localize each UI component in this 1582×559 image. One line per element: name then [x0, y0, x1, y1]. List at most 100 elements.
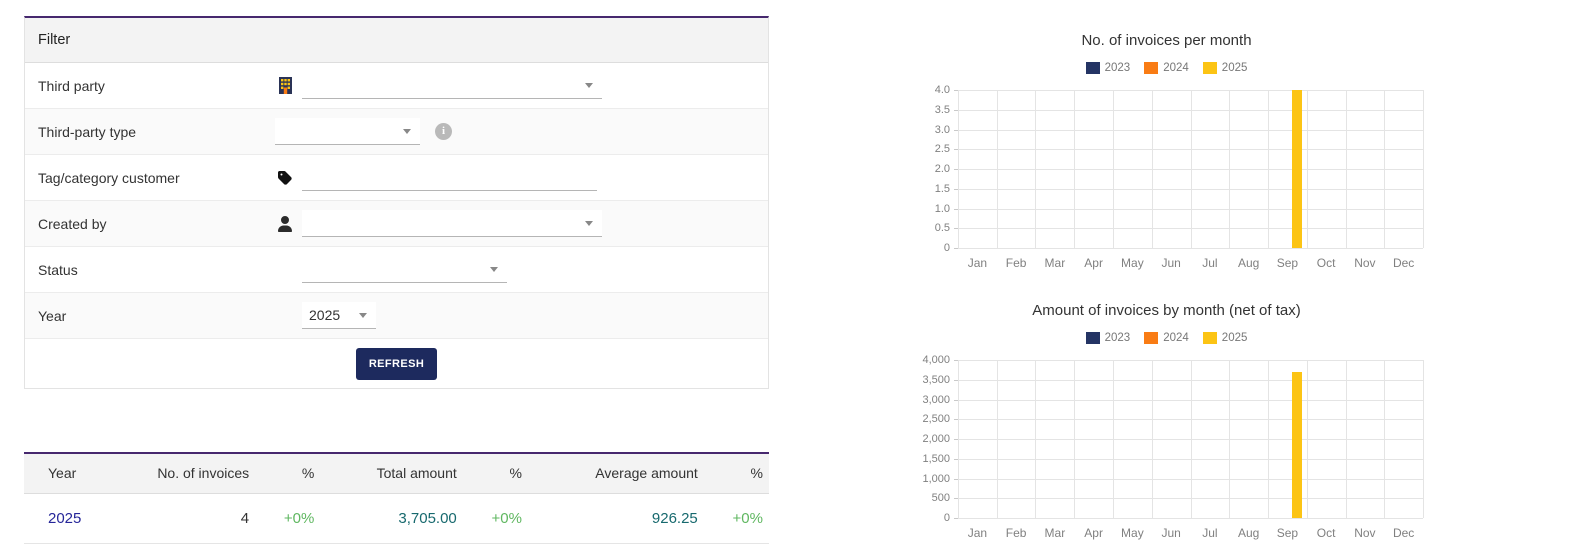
- legend-item-2025[interactable]: 2025: [1202, 332, 1247, 344]
- y-tick-label: 2,000: [922, 433, 950, 445]
- legend-item-2024[interactable]: 2024: [1144, 332, 1189, 344]
- header-total-pct: %: [462, 454, 528, 494]
- filter-panel-title: Filter: [25, 18, 768, 63]
- legend-item-2024[interactable]: 2024: [1144, 62, 1189, 74]
- chevron-down-icon: [490, 267, 498, 272]
- bar-2025-sep: [1292, 90, 1303, 248]
- gridline: [1267, 360, 1269, 518]
- chevron-down-icon: [585, 221, 593, 226]
- x-tick-label: Nov: [1354, 256, 1376, 270]
- y-tick-label: 2,500: [922, 413, 950, 426]
- axis-tick: [954, 419, 958, 421]
- gridline: [1306, 90, 1308, 248]
- axis-tick: [954, 90, 958, 91]
- chart-x-axis-labels: Jan Feb Mar Apr May Jun Jul Aug Sep Oct Nov Dec: [958, 256, 1423, 270]
- gridline: [1151, 360, 1153, 518]
- x-tick-label: Sep: [1276, 526, 1299, 540]
- axis-tick: [954, 478, 958, 480]
- legend-item-2025[interactable]: 2025: [1202, 62, 1248, 74]
- created-by-select[interactable]: [302, 210, 602, 237]
- y-tick-label: 3.5: [934, 103, 950, 116]
- x-tick-label: Dec: [1392, 526, 1415, 540]
- third-party-label: Third party: [38, 77, 105, 94]
- legend-swatch-icon: [1085, 62, 1100, 74]
- gridline: [1035, 360, 1037, 518]
- y-tick-label: 1,000: [922, 472, 950, 485]
- third-party-select[interactable]: [302, 72, 602, 99]
- header-avg-pct: %: [703, 454, 769, 494]
- gridline: [1190, 360, 1192, 518]
- x-tick-label: May: [1121, 526, 1144, 540]
- gridline: [1151, 90, 1153, 248]
- building-icon: [275, 77, 295, 94]
- gridline: [958, 90, 959, 248]
- axis-tick: [954, 458, 958, 460]
- y-tick-label: 1,500: [922, 452, 950, 465]
- chart-invoices-per-month: No. of invoices per month 2023 2024 2025 4…: [910, 30, 1424, 270]
- year-select[interactable]: 2025: [302, 302, 376, 329]
- x-tick-label: Feb: [1005, 256, 1027, 270]
- y-tick-label: 4,000: [922, 354, 950, 366]
- gridline: [1345, 360, 1347, 518]
- header-average-amount: Average amount: [527, 454, 704, 494]
- table-row: 2025 4 +0% 3,705.00 +0% 926.25 +0%: [24, 493, 769, 544]
- gridline: [996, 90, 998, 248]
- third-party-type-select[interactable]: [275, 118, 420, 145]
- gridline: [996, 360, 998, 518]
- header-year: Year: [24, 454, 100, 494]
- x-tick-label: Feb: [1005, 526, 1027, 540]
- chart-x-axis-labels: Jan Feb Mar Apr May Jun Jul Aug Sep Oct Nov Dec: [958, 526, 1423, 540]
- axis-tick: [954, 498, 958, 500]
- axis-tick: [954, 188, 958, 190]
- chart-legend: 2023 2024 2025: [910, 330, 1423, 346]
- x-tick-label: Nov: [1354, 526, 1376, 540]
- year-label: Year: [38, 307, 67, 324]
- tag-category-label: Tag/category customer: [38, 169, 180, 186]
- x-tick-label: Apr: [1084, 256, 1103, 270]
- filter-row-tag-category: Tag/category customer: [25, 155, 768, 201]
- axis-tick: [954, 439, 958, 440]
- total-amount-value: 3,705.00: [320, 493, 463, 544]
- gridline: [1035, 90, 1037, 248]
- x-tick-label: Sep: [1276, 256, 1299, 270]
- status-select[interactable]: [302, 256, 507, 283]
- gridline: [958, 248, 1423, 249]
- axis-tick: [954, 208, 958, 210]
- gridline: [1190, 90, 1192, 248]
- gridline: [1229, 90, 1231, 248]
- gridline: [1112, 360, 1114, 518]
- x-tick-label: Jun: [1161, 526, 1181, 540]
- average-amount-value: 926.25: [527, 493, 704, 544]
- status-label: Status: [38, 261, 78, 278]
- yearly-summary-table: Year No. of invoices % Total amount % Av…: [24, 452, 769, 544]
- legend-label: 2024: [1163, 332, 1189, 344]
- legend-swatch-icon: [1202, 332, 1217, 344]
- y-tick-label: 0: [943, 242, 950, 254]
- chart-plot-area: 4.0 3.5 3.0 2.5 2.0 1.5 1.0 0.5 0: [935, 84, 1424, 254]
- year-2025-link[interactable]: 2025: [48, 509, 82, 527]
- x-tick-label: Mar: [1044, 526, 1066, 540]
- y-tick-label: 3.0: [934, 123, 950, 136]
- tag-category-input[interactable]: [302, 165, 597, 191]
- legend-item-2023[interactable]: 2023: [1085, 62, 1130, 74]
- legend-swatch-icon: [1144, 62, 1159, 74]
- y-tick-label: 500: [931, 492, 950, 505]
- info-icon[interactable]: i: [435, 123, 452, 140]
- legend-label: 2024: [1163, 62, 1189, 74]
- third-party-type-label: Third-party type: [38, 123, 137, 140]
- header-total-amount: Total amount: [320, 454, 463, 494]
- gridline: [1074, 360, 1076, 518]
- chart-amount-by-month: Amount of invoices by month (net of tax)…: [910, 300, 1424, 540]
- x-tick-label: Jul: [1202, 526, 1218, 540]
- y-tick-label: 2.5: [934, 143, 950, 156]
- x-tick-label: Oct: [1316, 526, 1336, 540]
- y-tick-label: 4.0: [934, 84, 950, 96]
- legend-label: 2025: [1221, 62, 1248, 74]
- refresh-button[interactable]: REFRESH: [355, 347, 438, 380]
- num-pct-value: +0%: [255, 493, 321, 544]
- legend-item-2023[interactable]: 2023: [1085, 332, 1130, 344]
- gridline: [1074, 90, 1076, 248]
- x-tick-label: Dec: [1392, 256, 1415, 270]
- y-tick-label: 1.0: [934, 202, 950, 215]
- legend-swatch-icon: [1144, 332, 1159, 344]
